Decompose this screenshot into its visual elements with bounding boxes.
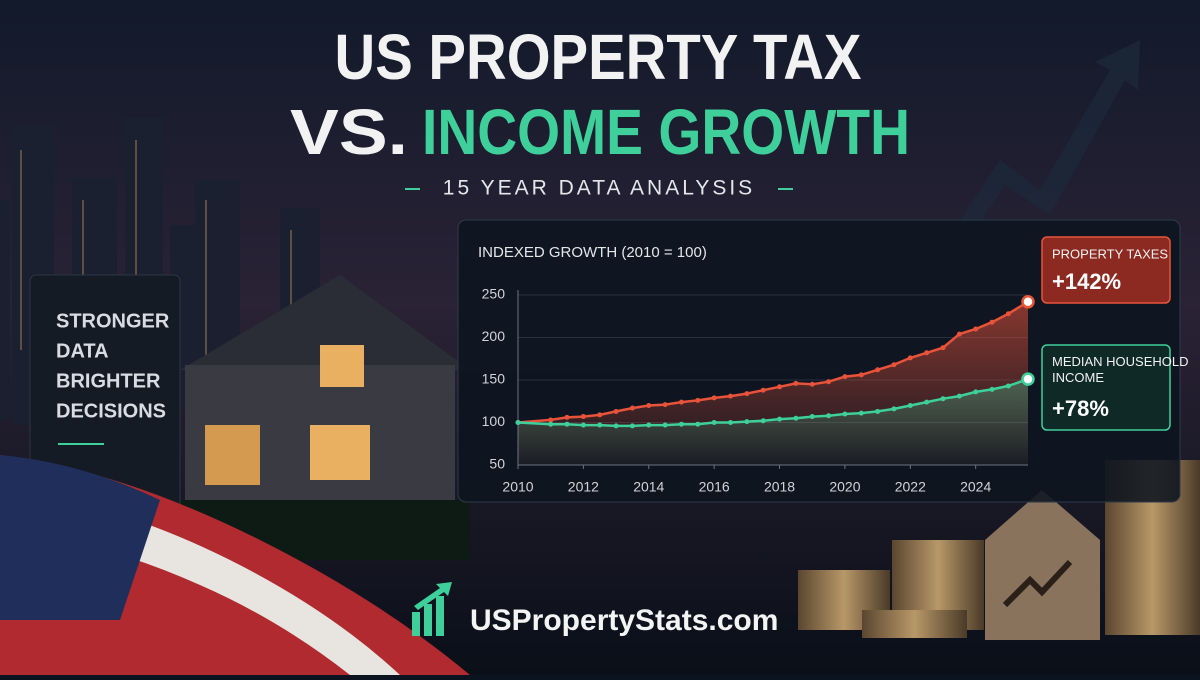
point [907, 355, 913, 361]
y-tick-label: 150 [482, 371, 506, 387]
point [858, 410, 864, 416]
point [662, 422, 668, 428]
sidebar-line: DATA [56, 340, 109, 362]
x-tick-label: 2016 [699, 479, 730, 495]
point [924, 399, 930, 405]
point [891, 362, 897, 368]
subtitle: 15 YEAR DATA ANALYSIS [443, 177, 755, 200]
point [940, 396, 946, 402]
point [809, 381, 815, 387]
title-line1: US PROPERTY TAX [335, 21, 862, 93]
point [777, 384, 783, 390]
point [646, 403, 652, 408]
point [793, 380, 799, 386]
point [760, 418, 766, 424]
point [842, 411, 848, 417]
point [548, 417, 554, 423]
point [875, 367, 881, 373]
point [695, 421, 701, 427]
x-tick-label: 2024 [960, 479, 991, 495]
title-highlight: INCOME GROWTH [422, 96, 910, 168]
title-prefix: VS. [290, 96, 408, 168]
point [515, 420, 521, 425]
x-tick-label: 2018 [764, 479, 795, 495]
arrow-decor [960, 40, 1140, 230]
point [1005, 311, 1011, 317]
point [744, 419, 750, 425]
sidebar-line: DECISIONS [56, 400, 166, 422]
point [809, 414, 815, 420]
legend-box [1041, 344, 1171, 431]
point [1021, 372, 1035, 386]
point [744, 391, 750, 397]
point [842, 374, 848, 380]
point [989, 319, 995, 325]
x-tick-label: 2012 [568, 479, 599, 495]
point [580, 422, 586, 428]
point [613, 423, 619, 429]
legend-box [1041, 236, 1171, 304]
x-tick-label: 2022 [895, 479, 926, 495]
legend-label: MEDIAN HOUSEHOLD INCOME [1052, 354, 1189, 385]
point [1005, 383, 1011, 389]
point [989, 386, 995, 392]
point [629, 423, 635, 429]
y-tick-label: 50 [489, 456, 505, 472]
point [728, 420, 733, 425]
point [826, 413, 832, 419]
footer-logo [412, 582, 452, 636]
point [548, 421, 554, 427]
point [875, 408, 881, 414]
point [973, 326, 979, 332]
point [858, 372, 864, 378]
point [728, 393, 733, 399]
point [662, 402, 668, 408]
point [793, 415, 799, 421]
y-tick-label: 100 [482, 413, 506, 429]
point [924, 350, 930, 356]
legend-change: +78% [1052, 396, 1109, 421]
point [907, 403, 913, 408]
chart-title: INDEXED GROWTH (2010 = 100) [478, 244, 707, 261]
area [518, 379, 1028, 465]
x-tick-label: 2014 [633, 479, 664, 495]
point [695, 397, 701, 403]
footer-site: USPropertyStats.com [470, 604, 778, 637]
point [580, 414, 586, 420]
point [826, 379, 832, 385]
point [597, 412, 603, 418]
point [613, 408, 619, 414]
x-tick-label: 2020 [829, 479, 860, 495]
point [678, 421, 684, 427]
y-tick-label: 200 [482, 328, 506, 344]
flag [0, 455, 470, 675]
point [940, 345, 946, 351]
sidebar-line: BRIGHTER [56, 370, 161, 392]
point [629, 405, 635, 411]
sidebar-line: STRONGER [56, 310, 170, 332]
point [891, 406, 897, 412]
point [1021, 295, 1035, 309]
point [777, 416, 783, 422]
legend-change: +142% [1052, 269, 1121, 294]
legend-label: PROPERTY TAXES [1052, 246, 1168, 261]
y-tick-label: 250 [482, 286, 506, 302]
point [973, 389, 979, 395]
point [711, 420, 717, 425]
point [956, 331, 962, 337]
point [597, 422, 603, 428]
point [564, 414, 570, 420]
x-tick-label: 2010 [502, 479, 533, 495]
point [711, 395, 717, 401]
point [678, 399, 684, 405]
point [956, 393, 962, 399]
point [646, 422, 652, 428]
point [564, 421, 570, 427]
point [760, 387, 766, 393]
